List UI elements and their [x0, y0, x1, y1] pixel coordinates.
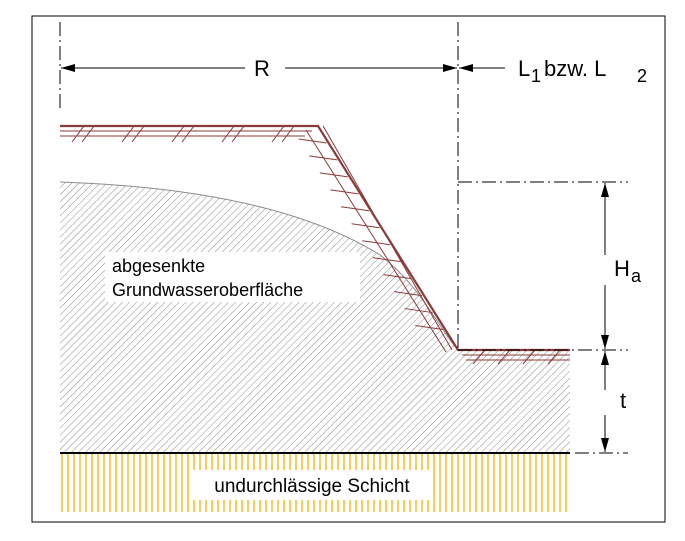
hatch-stroke [221, 125, 235, 143]
ha-main: H [614, 256, 630, 281]
dimension-lines [61, 64, 609, 452]
hatch-stroke [351, 223, 380, 229]
hatch-stroke [497, 349, 511, 365]
hatch-stroke [393, 291, 423, 297]
thickness-label: t [620, 388, 626, 413]
hatch-stroke [404, 308, 433, 314]
hatch-stroke [330, 189, 359, 195]
drawdown-height-label: H a [614, 256, 642, 286]
length-mid: bzw. L [544, 56, 606, 81]
hatch-stroke [171, 125, 185, 143]
hatch-stroke [298, 138, 327, 144]
hatch-stroke [181, 125, 195, 143]
hatch-stroke [340, 206, 370, 212]
lowered-water-surface [59, 181, 459, 351]
length-sub2: 2 [637, 66, 647, 86]
radius-label: R [254, 56, 270, 81]
hatch-stroke [281, 125, 295, 143]
hatch-stroke [121, 125, 135, 143]
hatch-stroke [319, 172, 348, 178]
hatch-stroke [522, 349, 536, 365]
impermeable-layer-label: undurchlässige Schicht [214, 476, 410, 497]
hatch-stroke [71, 125, 85, 143]
water-surface-label-bg [105, 252, 360, 302]
length-sub1: 1 [531, 66, 541, 86]
hatch-stroke [415, 325, 444, 331]
frame [31, 15, 666, 523]
hatch-stroke [472, 349, 486, 365]
hatch-stroke [305, 129, 447, 353]
hatch-stroke [309, 155, 338, 161]
hatch-stroke [362, 240, 391, 246]
hatch-stroke [81, 125, 95, 143]
length-label: L 1 bzw. L 2 [518, 56, 647, 86]
water-surface-label-line2: Grundwasseroberfläche [112, 280, 303, 300]
water-surface-label-line1: abgesenkte [112, 256, 205, 276]
hatch-stroke [131, 125, 145, 143]
groundwater-zone [60, 182, 570, 453]
hatch-stroke [271, 125, 285, 143]
hatch-stroke [231, 125, 245, 143]
reference-lines [59, 22, 628, 454]
hatch-stroke [547, 349, 561, 365]
ha-sub: a [631, 266, 642, 286]
hatch-stroke [372, 257, 401, 263]
impermeable-label-bg [192, 470, 432, 500]
length-prefix: L [518, 56, 530, 81]
hatch-stroke [383, 274, 412, 280]
